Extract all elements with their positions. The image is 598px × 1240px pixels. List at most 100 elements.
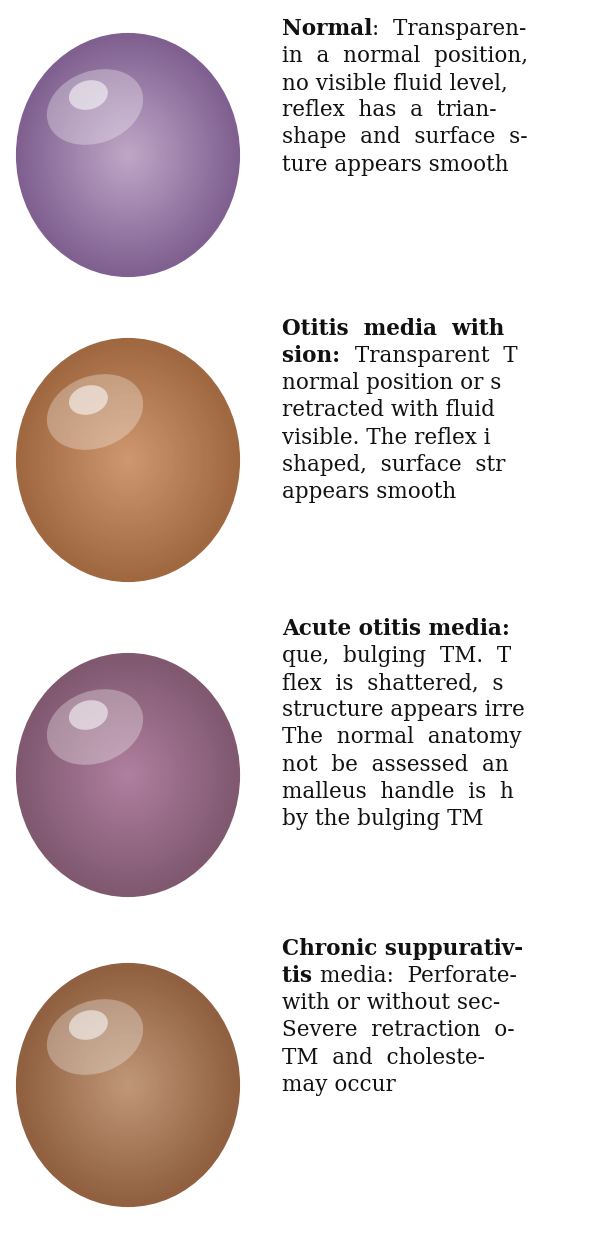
- Ellipse shape: [35, 358, 221, 562]
- Ellipse shape: [37, 56, 219, 254]
- Ellipse shape: [70, 712, 186, 838]
- Ellipse shape: [125, 458, 131, 463]
- Ellipse shape: [111, 441, 145, 477]
- Text: Chronic suppurativ-: Chronic suppurativ-: [282, 937, 523, 960]
- Ellipse shape: [35, 673, 221, 877]
- Ellipse shape: [51, 376, 205, 544]
- Ellipse shape: [90, 733, 166, 817]
- Ellipse shape: [70, 397, 186, 523]
- Ellipse shape: [81, 1034, 175, 1136]
- Ellipse shape: [68, 89, 188, 221]
- Ellipse shape: [76, 718, 180, 832]
- Ellipse shape: [78, 1030, 178, 1140]
- Text: :  Transparen-: : Transparen-: [372, 19, 527, 40]
- Ellipse shape: [40, 60, 216, 250]
- Ellipse shape: [42, 62, 213, 248]
- Ellipse shape: [29, 977, 227, 1193]
- Ellipse shape: [109, 1064, 147, 1106]
- Ellipse shape: [78, 405, 178, 515]
- Ellipse shape: [76, 403, 180, 517]
- Ellipse shape: [100, 745, 155, 805]
- Ellipse shape: [51, 1001, 205, 1169]
- Ellipse shape: [84, 727, 172, 823]
- Ellipse shape: [37, 986, 219, 1184]
- Ellipse shape: [87, 1040, 169, 1130]
- Ellipse shape: [56, 382, 200, 538]
- Ellipse shape: [97, 427, 158, 494]
- Ellipse shape: [23, 661, 233, 889]
- Ellipse shape: [65, 706, 191, 844]
- Ellipse shape: [120, 146, 136, 164]
- Ellipse shape: [26, 973, 230, 1197]
- Ellipse shape: [97, 122, 158, 188]
- Ellipse shape: [106, 436, 150, 484]
- Ellipse shape: [48, 373, 208, 547]
- Ellipse shape: [47, 999, 143, 1075]
- Ellipse shape: [18, 655, 238, 895]
- Ellipse shape: [92, 1047, 164, 1123]
- Ellipse shape: [54, 74, 202, 236]
- Ellipse shape: [68, 709, 188, 841]
- Ellipse shape: [125, 773, 131, 777]
- Ellipse shape: [68, 394, 188, 526]
- Ellipse shape: [45, 370, 210, 551]
- Ellipse shape: [109, 134, 147, 176]
- Ellipse shape: [69, 81, 108, 110]
- Ellipse shape: [48, 688, 208, 862]
- Ellipse shape: [35, 53, 221, 257]
- Ellipse shape: [117, 763, 139, 787]
- Ellipse shape: [97, 1052, 158, 1118]
- Ellipse shape: [51, 71, 205, 239]
- Ellipse shape: [23, 971, 233, 1199]
- Ellipse shape: [32, 980, 224, 1190]
- Ellipse shape: [78, 100, 178, 210]
- Ellipse shape: [103, 433, 152, 487]
- Ellipse shape: [32, 355, 224, 565]
- Ellipse shape: [45, 994, 210, 1176]
- Ellipse shape: [103, 128, 152, 182]
- Ellipse shape: [111, 136, 145, 174]
- Ellipse shape: [73, 1025, 183, 1145]
- Ellipse shape: [56, 697, 200, 853]
- Ellipse shape: [123, 1079, 133, 1091]
- Ellipse shape: [78, 720, 178, 830]
- Text: visible. The reflex i: visible. The reflex i: [282, 427, 490, 449]
- Text: no visible fluid level,: no visible fluid level,: [282, 72, 508, 94]
- Ellipse shape: [90, 1043, 166, 1127]
- Text: Acute otitis media:: Acute otitis media:: [282, 618, 510, 640]
- Ellipse shape: [92, 422, 164, 498]
- Ellipse shape: [29, 667, 227, 883]
- Ellipse shape: [103, 748, 152, 802]
- Ellipse shape: [42, 992, 213, 1178]
- Ellipse shape: [109, 439, 147, 481]
- Ellipse shape: [70, 92, 186, 218]
- Ellipse shape: [70, 1022, 186, 1148]
- Ellipse shape: [56, 77, 200, 233]
- Ellipse shape: [40, 365, 216, 556]
- Text: may occur: may occur: [282, 1074, 396, 1096]
- Ellipse shape: [73, 95, 183, 215]
- Text: ture appears smooth: ture appears smooth: [282, 154, 509, 176]
- Ellipse shape: [65, 1016, 191, 1154]
- Ellipse shape: [69, 701, 108, 730]
- Text: normal position or s: normal position or s: [282, 372, 501, 394]
- Ellipse shape: [123, 149, 133, 161]
- Ellipse shape: [45, 684, 210, 866]
- Text: malleus  handle  is  h: malleus handle is h: [282, 781, 514, 802]
- Ellipse shape: [21, 343, 235, 577]
- Ellipse shape: [69, 386, 108, 415]
- Ellipse shape: [106, 751, 150, 799]
- Ellipse shape: [48, 998, 208, 1172]
- Text: shape  and  surface  s-: shape and surface s-: [282, 126, 527, 149]
- Ellipse shape: [84, 107, 172, 203]
- Ellipse shape: [29, 47, 227, 263]
- Ellipse shape: [26, 663, 230, 887]
- Ellipse shape: [76, 1028, 180, 1142]
- Text: que,  bulging  TM.  T: que, bulging TM. T: [282, 645, 511, 667]
- Ellipse shape: [100, 1055, 155, 1115]
- Text: shaped,  surface  str: shaped, surface str: [282, 454, 505, 476]
- Ellipse shape: [120, 451, 136, 469]
- Ellipse shape: [95, 424, 161, 496]
- Ellipse shape: [51, 691, 205, 859]
- Ellipse shape: [62, 1013, 194, 1157]
